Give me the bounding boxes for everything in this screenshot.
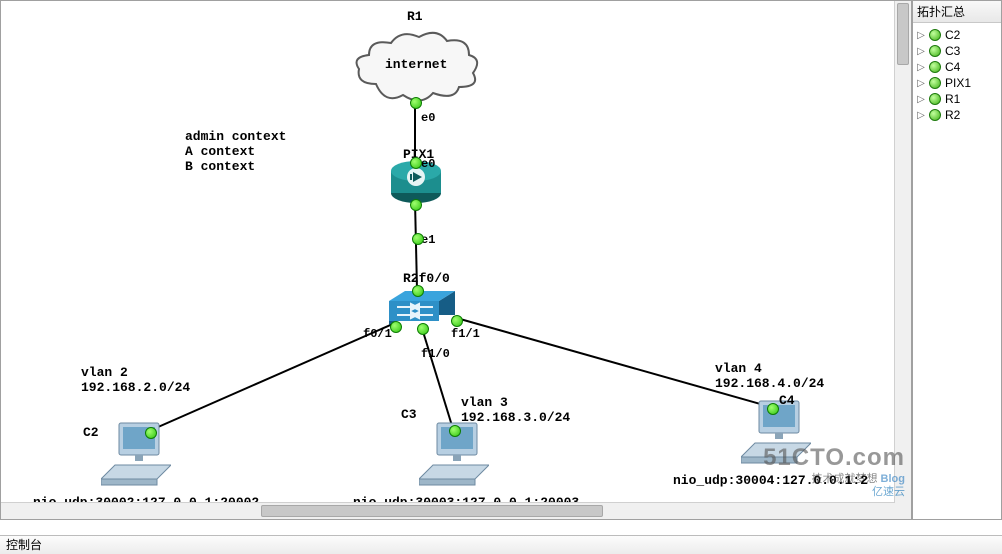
status-dot-icon: [929, 93, 941, 105]
port-dot: [410, 157, 422, 169]
iflabel-f10: f1/0: [421, 347, 450, 361]
watermark: 51CTO.com 技术成就梦想 Blog 亿速云: [763, 444, 905, 499]
port-dot: [412, 285, 424, 297]
tree-item-pix1[interactable]: ▷ PIX1: [915, 75, 999, 91]
label-r2: R2f0/0: [403, 271, 450, 286]
label-vlan2: vlan 2 192.168.2.0/24: [81, 365, 190, 395]
expand-arrow-icon[interactable]: ▷: [917, 78, 925, 89]
status-dot-icon: [929, 29, 941, 41]
horizontal-scrollbar[interactable]: [1, 502, 895, 519]
tree-item-c3[interactable]: ▷ C3: [915, 43, 999, 59]
watermark-logo: 51CTO.com: [763, 444, 905, 473]
label-c3: C3: [401, 407, 417, 422]
port-dot: [767, 403, 779, 415]
tree-item-label: C4: [945, 60, 960, 74]
expand-arrow-icon[interactable]: ▷: [917, 62, 925, 73]
topology-summary-title: 拓扑汇总: [913, 1, 1001, 23]
label-admin-context: admin context A context B context: [185, 129, 286, 174]
watermark-sub: 技术成就梦想: [811, 473, 877, 485]
tree-item-label: R1: [945, 92, 960, 106]
label-c4: C4: [779, 393, 795, 408]
iflabel-f11: f1/1: [451, 327, 480, 341]
iflabel-e0-bot: e0: [421, 157, 435, 171]
status-dot-icon: [929, 61, 941, 73]
device-c2[interactable]: [101, 421, 171, 487]
tree-item-r1[interactable]: ▷ R1: [915, 91, 999, 107]
port-dot: [390, 321, 402, 333]
port-dot: [145, 427, 157, 439]
tree-item-label: C2: [945, 28, 960, 42]
tree-item-r2[interactable]: ▷ R2: [915, 107, 999, 123]
expand-arrow-icon[interactable]: ▷: [917, 30, 925, 41]
horizontal-scroll-thumb[interactable]: [261, 505, 603, 517]
topology-tree: ▷ C2 ▷ C3 ▷ C4 ▷ PIX1 ▷ R1 ▷ R2: [913, 23, 1001, 127]
status-dot-icon: [929, 77, 941, 89]
port-dot: [451, 315, 463, 327]
status-dot-icon: [929, 45, 941, 57]
port-dot: [410, 199, 422, 211]
topology-summary-panel: 拓扑汇总 ▷ C2 ▷ C3 ▷ C4 ▷ PIX1 ▷ R1 ▷ R2: [912, 0, 1002, 520]
port-dot: [417, 323, 429, 335]
tree-item-c4[interactable]: ▷ C4: [915, 59, 999, 75]
console-footer[interactable]: 控制台: [0, 535, 1002, 554]
tree-item-label: C3: [945, 44, 960, 58]
expand-arrow-icon[interactable]: ▷: [917, 94, 925, 105]
label-internet: internet: [385, 57, 447, 72]
iflabel-f01: f0/1: [363, 327, 392, 341]
tree-item-c2[interactable]: ▷ C2: [915, 27, 999, 43]
tree-item-label: R2: [945, 108, 960, 122]
topology-canvas[interactable]: R1 internet admin context A context B co…: [0, 0, 912, 520]
vertical-scrollbar[interactable]: [894, 1, 911, 519]
expand-arrow-icon[interactable]: ▷: [917, 110, 925, 121]
label-r1: R1: [407, 9, 423, 24]
watermark-blog: Blog: [881, 473, 905, 485]
port-dot: [410, 97, 422, 109]
iflabel-e0-top: e0: [421, 111, 435, 125]
port-dot: [412, 233, 424, 245]
tree-item-label: PIX1: [945, 76, 971, 90]
expand-arrow-icon[interactable]: ▷: [917, 46, 925, 57]
vertical-scroll-thumb[interactable]: [897, 3, 909, 65]
label-c2: C2: [83, 425, 99, 440]
status-dot-icon: [929, 109, 941, 121]
label-vlan4: vlan 4 192.168.4.0/24: [715, 361, 824, 391]
port-dot: [449, 425, 461, 437]
watermark-yun: 亿速云: [872, 486, 905, 498]
